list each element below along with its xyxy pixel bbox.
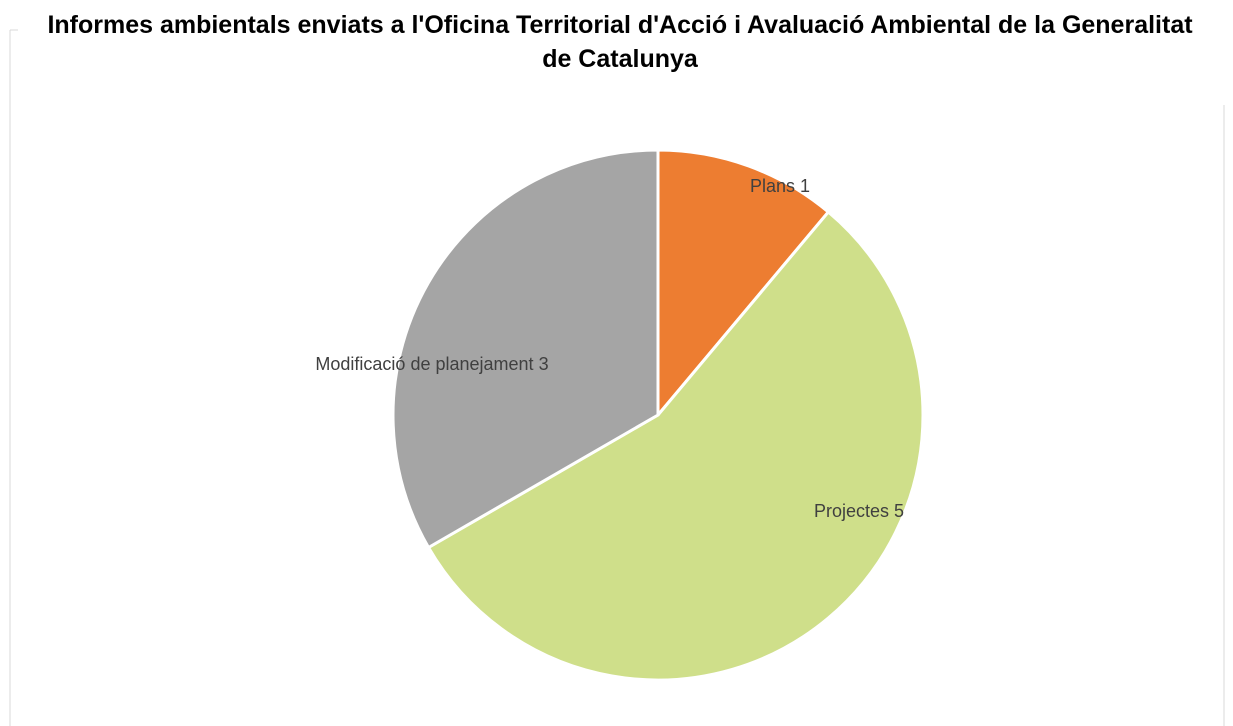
data-label: Modificació de planejament 3: [315, 354, 548, 374]
pie-slice: [426, 209, 925, 682]
chart-title: Informes ambientals enviats a l'Oficina …: [47, 11, 1193, 73]
label-category: Modificació de planejament: [315, 354, 533, 374]
label-value: 1: [800, 176, 810, 196]
pie-slice: [391, 148, 660, 550]
pie-slice: [656, 148, 831, 420]
label-category: Projectes: [814, 501, 889, 521]
data-label: Plans 1: [750, 176, 810, 196]
data-label: Projectes 5: [814, 501, 904, 521]
label-value: 3: [539, 354, 549, 374]
label-value: 5: [894, 501, 904, 521]
label-category: Plans: [750, 176, 795, 196]
